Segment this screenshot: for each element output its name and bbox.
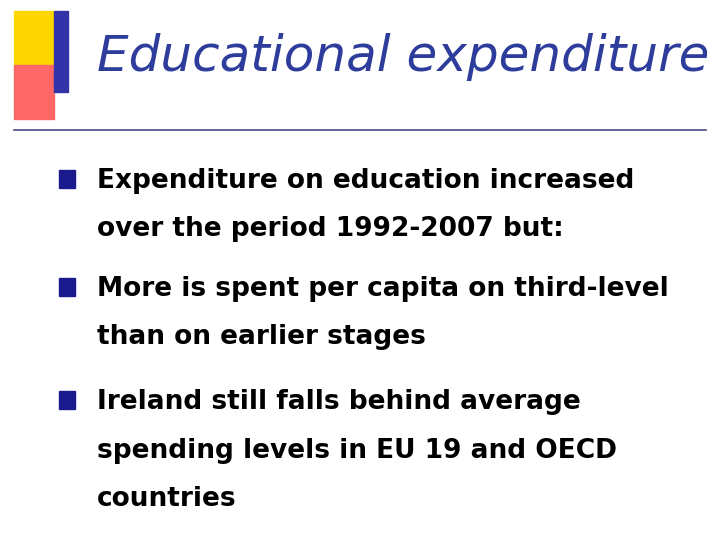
Text: Educational expenditure: Educational expenditure	[97, 33, 710, 80]
Text: spending levels in EU 19 and OECD: spending levels in EU 19 and OECD	[97, 438, 617, 464]
Bar	[14, 65, 54, 119]
Bar	[59, 391, 75, 409]
Text: Expenditure on education increased: Expenditure on education increased	[97, 168, 634, 194]
Bar	[59, 278, 75, 296]
Bar	[59, 170, 75, 188]
Text: Ireland still falls behind average: Ireland still falls behind average	[97, 389, 581, 415]
Text: than on earlier stages: than on earlier stages	[97, 325, 426, 350]
Bar	[14, 11, 54, 65]
Text: countries: countries	[97, 487, 237, 512]
Text: More is spent per capita on third-level: More is spent per capita on third-level	[97, 276, 669, 302]
Bar	[54, 11, 68, 92]
Text: over the period 1992-2007 but:: over the period 1992-2007 but:	[97, 217, 564, 242]
